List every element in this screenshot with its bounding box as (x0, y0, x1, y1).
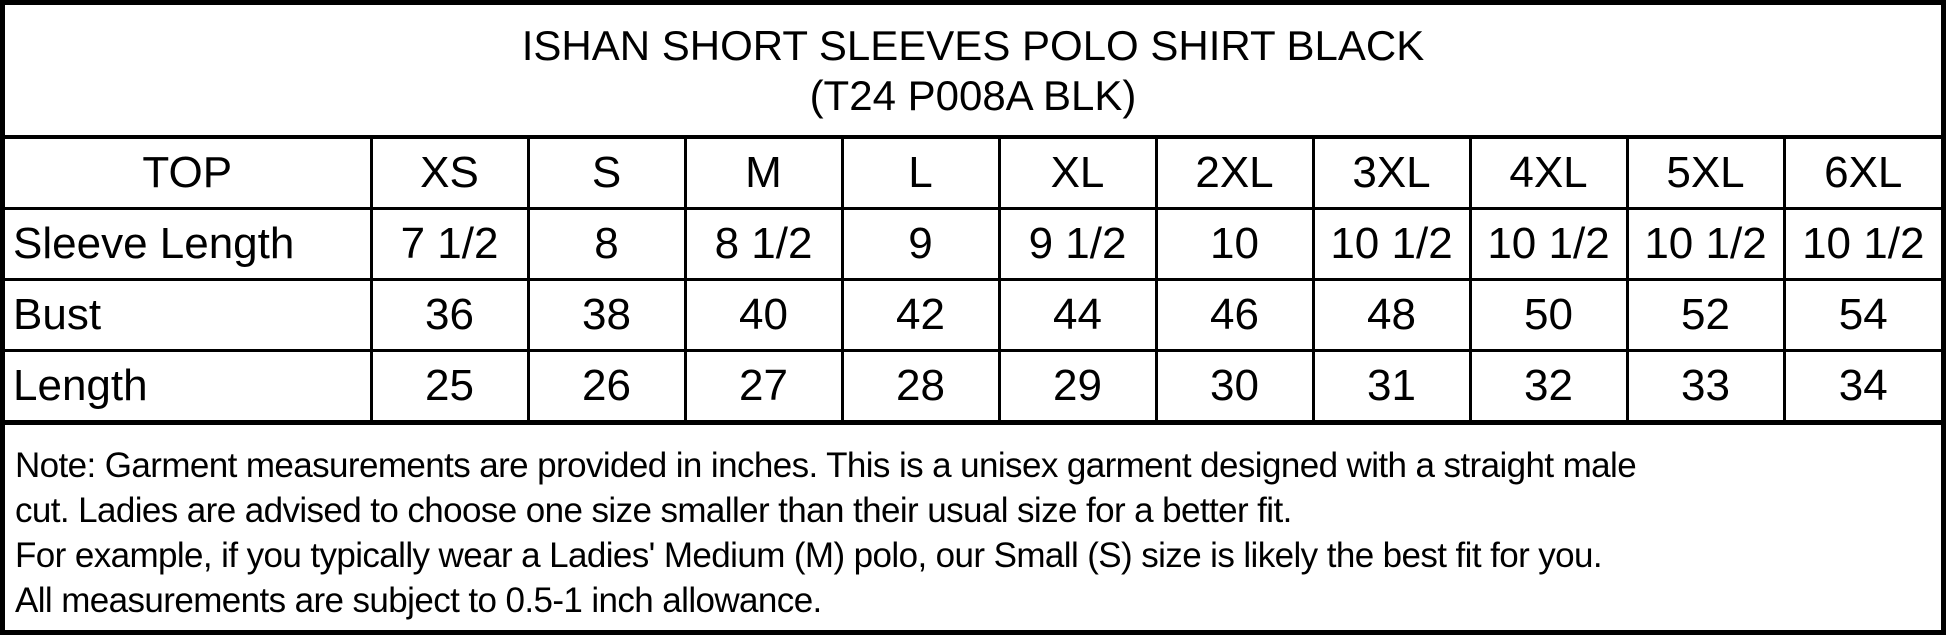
measurement-cell: 48 (1311, 278, 1472, 352)
row-label: Sleeve Length (5, 207, 373, 281)
measurement-cell: 31 (1311, 349, 1472, 425)
header-row: TOP XS S M L XL 2XL 3XL 4XL 5XL 6XL (5, 135, 1941, 210)
measurement-cell: 36 (369, 278, 530, 352)
measurement-cell: 10 1/2 (1625, 207, 1786, 281)
measurement-cell: 9 (840, 207, 1001, 281)
measurement-cell: 29 (997, 349, 1158, 425)
header-size: 2XL (1154, 135, 1315, 210)
measurement-cell: 10 1/2 (1782, 207, 1941, 281)
measurement-cell: 42 (840, 278, 1001, 352)
measurement-cell: 8 1/2 (683, 207, 844, 281)
title-line-1: ISHAN SHORT SLEEVES POLO SHIRT BLACK (521, 22, 1425, 69)
measurement-cell: 10 1/2 (1468, 207, 1629, 281)
header-size: 3XL (1311, 135, 1472, 210)
header-size: 4XL (1468, 135, 1629, 210)
header-top-label: TOP (5, 135, 373, 210)
row-label: Bust (5, 278, 373, 352)
note-line: All measurements are subject to 0.5-1 in… (15, 581, 822, 620)
header-size: XS (369, 135, 530, 210)
measurement-cell: 9 1/2 (997, 207, 1158, 281)
measurement-cell: 28 (840, 349, 1001, 425)
note-text: Note: Garment measurements are provided … (15, 443, 1925, 623)
header-size: S (526, 135, 687, 210)
row-label: Length (5, 349, 373, 425)
measurement-cell: 10 1/2 (1311, 207, 1472, 281)
measurement-cell: 38 (526, 278, 687, 352)
measurement-cell: 46 (1154, 278, 1315, 352)
header-size: L (840, 135, 1001, 210)
header-size: M (683, 135, 844, 210)
note-line: Note: Garment measurements are provided … (15, 446, 1637, 485)
note-line: cut. Ladies are advised to choose one si… (15, 491, 1292, 530)
measurement-cell: 26 (526, 349, 687, 425)
measurement-cell: 30 (1154, 349, 1315, 425)
measurement-cell: 8 (526, 207, 687, 281)
measurement-cell: 33 (1625, 349, 1786, 425)
measurement-cell: 50 (1468, 278, 1629, 352)
header-size: XL (997, 135, 1158, 210)
chart-title: ISHAN SHORT SLEEVES POLO SHIRT BLACK (T2… (5, 5, 1941, 135)
measurement-cell: 10 (1154, 207, 1315, 281)
header-size: 6XL (1782, 135, 1941, 210)
table-row: Length 25 26 27 28 29 30 31 32 33 34 (5, 349, 1941, 425)
measurement-cell: 40 (683, 278, 844, 352)
measurement-cell: 27 (683, 349, 844, 425)
table-row: Sleeve Length 7 1/2 8 8 1/2 9 9 1/2 10 10 1/2 10… (5, 207, 1941, 281)
measurement-cell: 34 (1782, 349, 1941, 425)
note-line: For example, if you typically wear a Lad… (15, 536, 1603, 575)
measurement-cell: 25 (369, 349, 530, 425)
header-size: 5XL (1625, 135, 1786, 210)
measurement-cell: 7 1/2 (369, 207, 530, 281)
table-row: Bust 36 38 40 42 44 46 48 50 52 54 (5, 278, 1941, 352)
size-table: TOP XS S M L XL 2XL 3XL 4XL 5XL 6XL Sleeve Length 7 … (5, 135, 1941, 425)
measurement-cell: 44 (997, 278, 1158, 352)
measurement-cell: 52 (1625, 278, 1786, 352)
title-line-2: (T24 P008A BLK) (809, 72, 1137, 119)
measurement-cell: 32 (1468, 349, 1629, 425)
measurement-cell: 54 (1782, 278, 1941, 352)
